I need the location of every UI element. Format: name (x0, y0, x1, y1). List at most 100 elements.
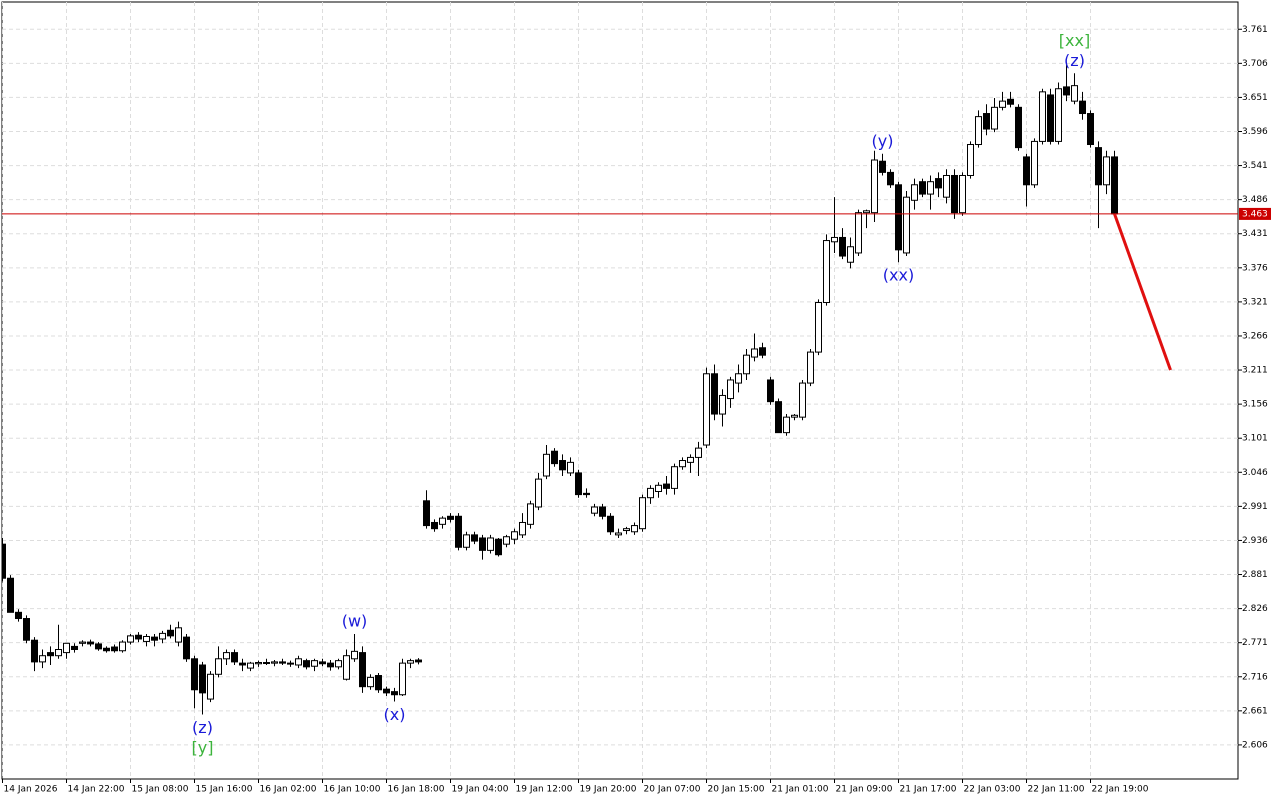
candle-body (927, 181, 934, 195)
candle-body (599, 506, 606, 517)
x-tick-label: 22 Jan 03:00 (964, 785, 1021, 795)
x-tick-label: 16 Jan 10:00 (324, 785, 381, 795)
candle-body (367, 676, 374, 688)
candle-body (991, 106, 998, 130)
wave-label: (z) (192, 718, 213, 737)
candle-body (487, 537, 494, 551)
candle-body (383, 688, 390, 694)
x-tick-label: 14 Jan 2026 (4, 785, 58, 795)
candle-body (895, 184, 902, 251)
current-price-box (1239, 207, 1271, 220)
y-tick-label: 3.651 (1242, 93, 1268, 103)
y-tick-label: 2.881 (1242, 570, 1268, 580)
candle-body (151, 636, 158, 641)
candle-body (831, 236, 838, 243)
candle-body (375, 675, 382, 691)
y-tick-label: 3.706 (1242, 59, 1268, 69)
y-tick-label: 2.936 (1242, 536, 1268, 546)
candle-body (543, 453, 550, 477)
candle-body (1047, 94, 1054, 142)
candle-body (695, 447, 702, 458)
candle-body (159, 632, 166, 640)
candle-body (783, 416, 790, 434)
candle-body (575, 472, 582, 496)
y-tick-label: 3.541 (1242, 161, 1268, 171)
candle-body (295, 658, 302, 666)
candle-body (519, 521, 526, 536)
candle-body (919, 181, 926, 195)
candle-body (663, 483, 670, 489)
candle-body (431, 521, 438, 530)
candle-body (655, 484, 662, 492)
candle-body (1023, 156, 1030, 186)
candle-body (743, 354, 750, 375)
candle-body (567, 461, 574, 474)
candle-body (191, 658, 198, 691)
candle-body (247, 662, 254, 669)
candle-body (279, 661, 286, 664)
candle-body (287, 662, 294, 665)
candle-body (135, 634, 142, 640)
candle-body (127, 635, 134, 643)
candle-body (631, 525, 638, 533)
candle-body (455, 515, 462, 548)
candle-body (791, 414, 798, 418)
candle-body (615, 532, 622, 536)
candle-body (623, 528, 630, 532)
wave-label: [xx] (1059, 31, 1090, 50)
candle-body (1111, 156, 1118, 215)
y-tick-label: 2.661 (1242, 706, 1268, 716)
y-tick-label: 2.606 (1242, 740, 1268, 750)
y-tick-label: 3.486 (1242, 195, 1268, 205)
candle-body (511, 531, 518, 540)
candle-body (111, 646, 118, 652)
candle-body (815, 302, 822, 353)
candle-body (207, 673, 214, 700)
y-tick-label: 3.596 (1242, 127, 1268, 137)
candle-body (943, 174, 950, 198)
candle-body (871, 159, 878, 214)
candle-body (863, 210, 870, 214)
candle-body (215, 658, 222, 675)
candle-body (935, 178, 942, 189)
y-tick-label: 3.211 (1242, 366, 1268, 376)
candle-body (1063, 86, 1070, 96)
x-tick-label: 20 Jan 07:00 (644, 785, 701, 795)
x-tick-label: 22 Jan 19:00 (1092, 785, 1149, 795)
y-tick-label: 3.431 (1242, 229, 1268, 239)
candle-body (1095, 147, 1102, 186)
candle-body (1031, 140, 1038, 186)
plot (2, 2, 1238, 779)
candle-body (775, 401, 782, 434)
candle-body (583, 492, 590, 496)
candle-body (95, 643, 102, 650)
candle-body (119, 641, 126, 652)
y-tick-label: 3.101 (1242, 434, 1268, 444)
candle-body (759, 347, 766, 356)
candle-body (199, 664, 206, 694)
candle-body (887, 171, 894, 186)
candle-body (535, 478, 542, 508)
candle-body (495, 538, 502, 556)
y-tick-label: 3.376 (1242, 263, 1268, 273)
candle-body (527, 503, 534, 525)
candle-body (71, 645, 78, 651)
candle-body (143, 635, 150, 642)
candle-body (687, 456, 694, 463)
candle-body (55, 649, 62, 657)
candle-body (423, 500, 430, 527)
candle-body (1071, 85, 1078, 102)
candle-body (999, 100, 1006, 108)
candle-body (175, 627, 182, 643)
candle-body (719, 394, 726, 415)
candle-body (391, 691, 398, 696)
x-tick-label: 19 Jan 12:00 (516, 785, 573, 795)
y-tick-label: 3.761 (1242, 25, 1268, 35)
candle-body (551, 450, 558, 465)
candle-body (167, 629, 174, 637)
wave-label: [y] (192, 738, 214, 757)
candle-body (463, 534, 470, 548)
candle-body (2, 543, 6, 579)
x-tick-label: 21 Jan 09:00 (836, 785, 893, 795)
